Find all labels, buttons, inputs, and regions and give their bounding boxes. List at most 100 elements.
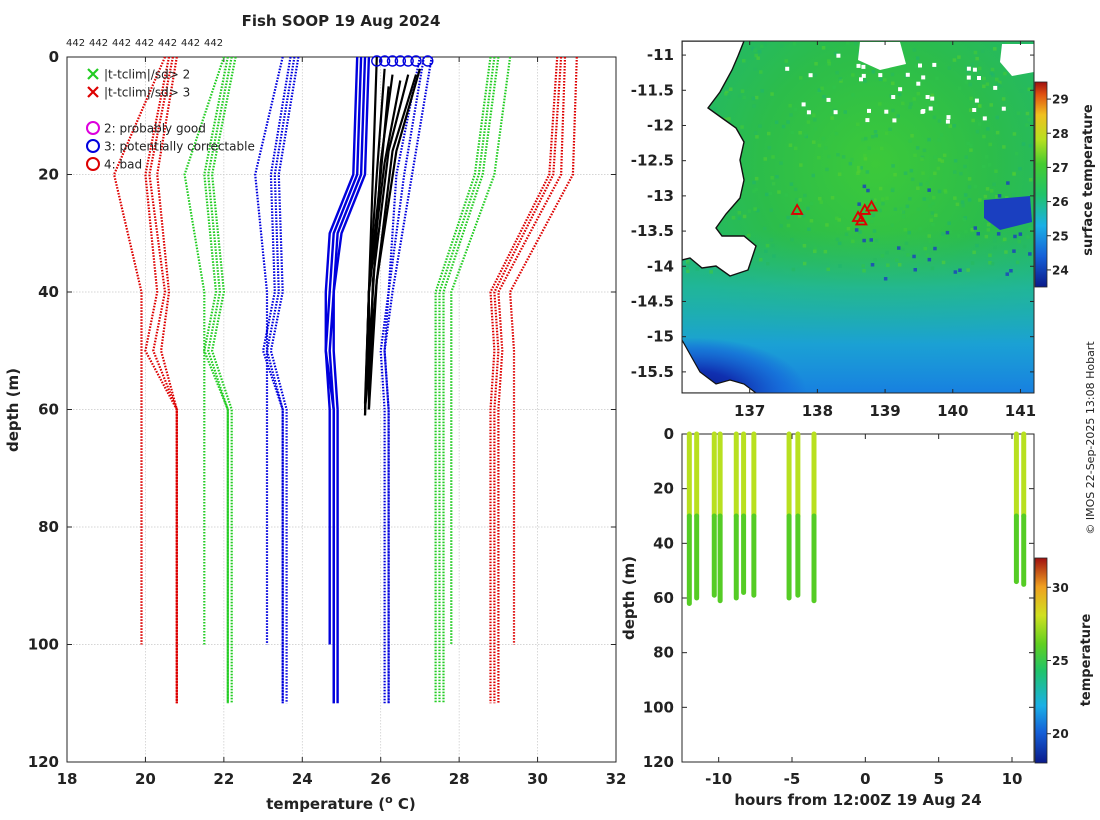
blue-1 xyxy=(324,56,359,645)
cold-speckle xyxy=(945,230,950,235)
sst-speckle xyxy=(848,161,853,166)
sst-speckle xyxy=(890,72,895,77)
sst-speckle xyxy=(795,197,799,202)
sst-speckle xyxy=(959,171,963,176)
sst-speckle xyxy=(948,124,952,128)
sst-speckle xyxy=(992,239,997,243)
sst-speckle xyxy=(854,41,858,46)
sst-speckle xyxy=(813,118,817,122)
sst-speckle xyxy=(933,171,937,176)
cloud-speckle xyxy=(801,102,806,107)
sst-speckle xyxy=(935,76,939,81)
sst-speckle xyxy=(724,87,729,92)
sst-speckle xyxy=(775,175,779,179)
cloud-speckle xyxy=(836,53,841,58)
sst-speckle xyxy=(812,140,816,144)
legend-marker-x xyxy=(87,86,99,98)
cold-speckle xyxy=(862,238,866,243)
sst-speckle xyxy=(957,55,961,59)
sst-speckle xyxy=(811,173,815,178)
sst-colorbar-ticks: 24 25 26 27 28 29 xyxy=(1047,93,1069,277)
top-count-label: 442 xyxy=(112,38,131,49)
sst-speckle xyxy=(969,143,973,148)
sst-speckle xyxy=(968,82,972,87)
sst-speckle xyxy=(742,59,746,63)
sst-speckle xyxy=(746,233,751,238)
sst-speckle xyxy=(891,164,895,168)
sst-speckle xyxy=(901,247,905,251)
sst-speckle xyxy=(1014,151,1019,156)
sst-speckle xyxy=(779,224,783,228)
cloud-speckle xyxy=(977,76,981,80)
map-x-tick-label: 137 xyxy=(734,402,765,420)
clim-blue-low-1 xyxy=(261,56,292,704)
sst-map-panel: 137 138 139 140 141 -11 -11.5 -12 -12.5 -13 -13.5 -… xyxy=(631,40,1096,420)
colorbar-tick-label: 26 xyxy=(1052,195,1069,209)
sst-speckle xyxy=(873,130,878,134)
sst-speckle xyxy=(921,171,925,175)
y-tick-label: 80 xyxy=(38,518,59,536)
legend-marker-x xyxy=(87,68,99,80)
clim-green-high-outer xyxy=(450,56,512,645)
sst-speckle xyxy=(807,227,811,231)
sst-speckle xyxy=(802,261,807,266)
sst-speckle xyxy=(863,153,867,158)
sst-speckle xyxy=(1025,111,1030,116)
sst-speckle xyxy=(953,170,957,174)
sst-speckle xyxy=(772,254,776,258)
sst-speckle xyxy=(956,234,961,238)
sst-speckle xyxy=(928,204,932,208)
sst-speckle xyxy=(844,232,849,236)
coastline-southwest xyxy=(682,338,757,393)
sst-speckle xyxy=(740,125,744,129)
clim-green-low-3 xyxy=(210,56,237,704)
sst-speckle xyxy=(804,113,809,118)
sst-speckle xyxy=(984,155,989,159)
sst-speckle xyxy=(851,239,855,244)
y-tick-label: 100 xyxy=(28,636,59,654)
colorbar-tick-label: 25 xyxy=(1052,229,1069,243)
sst-speckle xyxy=(843,110,847,114)
sst-speckle xyxy=(990,67,995,72)
sst-speckle xyxy=(723,117,728,122)
sst-speckle xyxy=(759,257,763,262)
sst-speckle xyxy=(925,197,930,202)
sst-speckle xyxy=(986,127,990,131)
clim-blue-high-3 xyxy=(383,56,433,704)
sst-map-frame xyxy=(681,40,1035,394)
sst-speckle xyxy=(786,223,791,228)
sst-speckle xyxy=(936,166,941,171)
sst-speckle xyxy=(798,131,802,135)
cold-speckle xyxy=(953,270,958,274)
sst-speckle xyxy=(962,217,967,222)
sst-speckle xyxy=(712,107,717,111)
sst-speckle xyxy=(846,226,851,231)
sst-speckle xyxy=(856,171,860,175)
cloud-speckle xyxy=(808,73,813,78)
sst-speckle xyxy=(1011,193,1016,197)
sst-speckle xyxy=(923,246,927,251)
cloud-speckle xyxy=(920,109,925,114)
colorbar-tick-label: 29 xyxy=(1052,93,1069,107)
sst-speckle xyxy=(1019,89,1024,93)
colorbar-tick-label: 20 xyxy=(1052,727,1069,741)
legend-label: 4: bad xyxy=(104,158,142,172)
temperature-colorbar xyxy=(1034,557,1048,764)
sst-speckle xyxy=(793,107,798,112)
sst-speckle xyxy=(781,124,786,129)
sst-speckle xyxy=(765,192,769,197)
sst-map-ticks: 137 138 139 140 141 -11 -11.5 -12 -12.5 -13 -13.5 -… xyxy=(631,41,1036,420)
sst-speckle xyxy=(870,135,875,139)
sst-speckle xyxy=(790,237,794,242)
sst-speckle xyxy=(912,48,917,52)
sst-speckle xyxy=(908,139,912,143)
map-y-tick-label: -12 xyxy=(647,116,674,134)
sst-speckle xyxy=(901,210,906,214)
map-y-tick-label: -14.5 xyxy=(631,292,674,310)
cast-location-marker xyxy=(854,213,868,226)
cold-speckle xyxy=(869,238,873,242)
sst-speckle xyxy=(995,115,999,120)
sst-speckle xyxy=(966,141,970,146)
sst-speckle xyxy=(922,197,926,201)
